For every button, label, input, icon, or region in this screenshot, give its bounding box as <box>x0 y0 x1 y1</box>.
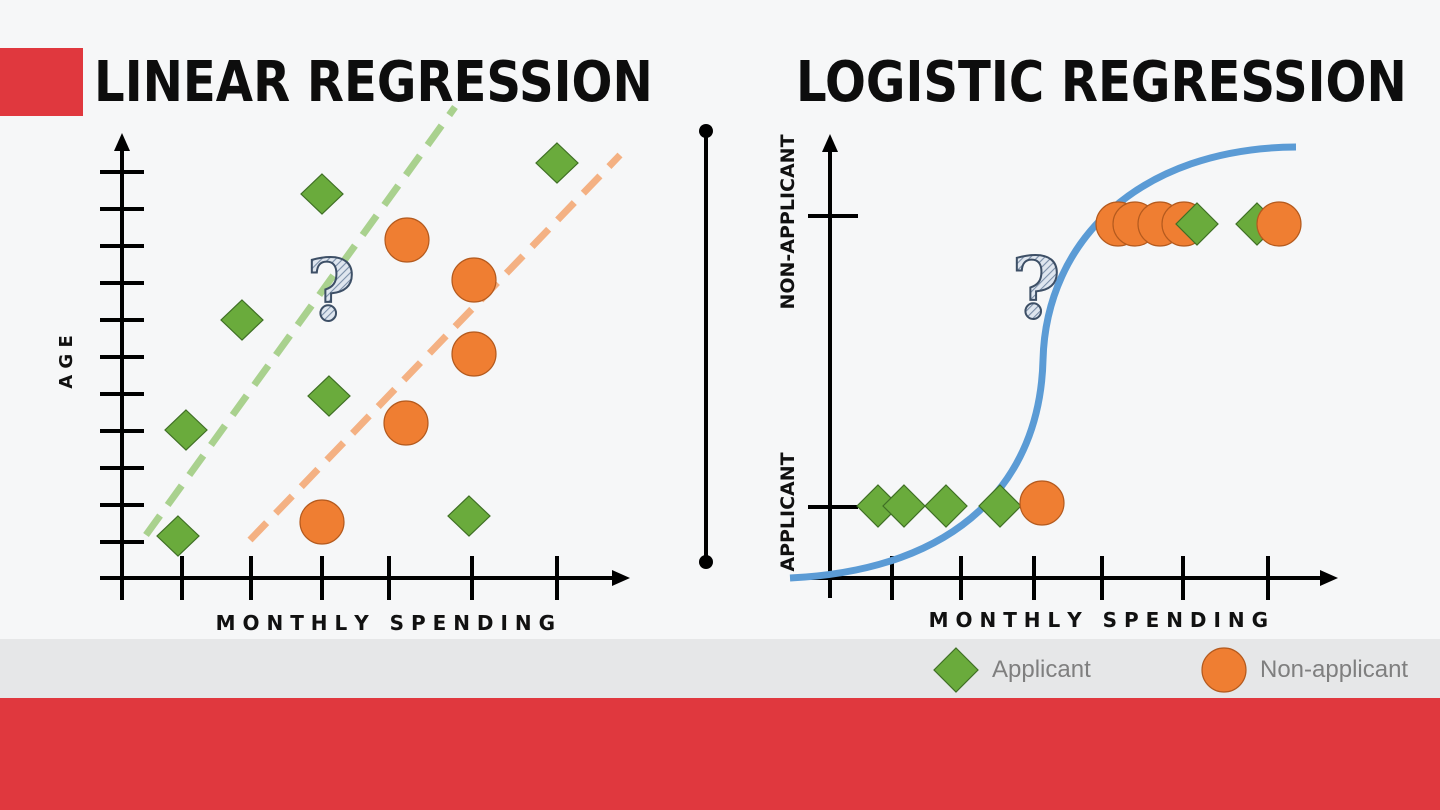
accent-block <box>0 48 83 116</box>
nonapplicant-point <box>1019 480 1065 526</box>
y-axis-ticks <box>808 214 858 509</box>
linear-x-axis-label: M O N T H L Y S P E N D I N G <box>216 611 555 635</box>
nonapplicant-point <box>383 400 429 446</box>
nonapplicant-points <box>299 217 497 545</box>
linear-chart: ? M O N T H L Y S P E N D I N G A G E <box>56 104 630 635</box>
legend-applicant: Applicant <box>932 647 1091 693</box>
y-axis-ticks <box>100 170 144 544</box>
x-axis-ticks <box>180 556 559 600</box>
legend-band <box>0 639 1440 698</box>
applicant-fit-line <box>143 104 458 538</box>
applicant-point <box>156 515 200 557</box>
x-axis-ticks <box>890 556 1270 600</box>
applicant-point <box>535 142 579 184</box>
applicant-point <box>882 484 926 528</box>
logistic-chart: ? M O N T H L Y S P E N D I N G NON-APPL… <box>777 134 1338 632</box>
question-mark-icon: ? <box>306 241 355 340</box>
applicant-point <box>300 173 344 215</box>
y-axis-arrow-icon <box>114 133 130 151</box>
x-axis-arrow-icon <box>612 570 630 586</box>
panel-divider <box>699 124 713 569</box>
applicant-point <box>1175 202 1219 246</box>
y-axis-arrow-icon <box>822 134 838 152</box>
nonapplicant-point <box>451 257 497 303</box>
legend-applicant-label: Applicant <box>992 656 1091 683</box>
nonapplicant-point <box>1256 201 1302 247</box>
linear-y-axis-label: A G E <box>56 335 77 389</box>
applicant-point <box>164 409 208 451</box>
nonapplicant-fit-line <box>247 152 623 543</box>
legend-nonapplicant: Non-applicant <box>1200 647 1409 693</box>
x-axis-arrow-icon <box>1320 570 1338 586</box>
question-mark-icon: ? <box>1011 239 1060 338</box>
applicant-point <box>924 484 968 528</box>
nonapplicant-point <box>299 499 345 545</box>
nonapplicant-point <box>451 331 497 377</box>
diamond-marker-icon <box>933 647 979 693</box>
nonapplicant-y-label: NON-APPLICANT <box>777 134 799 309</box>
logistic-regression-title: LOGISTIC REGRESSION <box>796 50 1407 115</box>
sigmoid-curve <box>789 143 1297 582</box>
nonapplicant-point <box>384 217 430 263</box>
logistic-x-axis-label: M O N T H L Y S P E N D I N G <box>929 608 1268 632</box>
applicant-point <box>307 375 351 417</box>
applicant-point <box>978 484 1022 528</box>
footer-band <box>0 698 1440 810</box>
applicant-points <box>856 484 1022 528</box>
applicant-point <box>447 495 491 537</box>
applicant-y-label: APPLICANT <box>777 452 799 571</box>
applicant-point <box>220 299 264 341</box>
legend-nonapplicant-label: Non-applicant <box>1260 656 1409 683</box>
linear-regression-title: LINEAR REGRESSION <box>94 50 653 115</box>
circle-marker-icon <box>1201 647 1247 693</box>
diagram-canvas: ? M O N T H L Y S P E N D I N G A G E <box>56 104 1338 635</box>
applicant-points <box>156 142 579 557</box>
